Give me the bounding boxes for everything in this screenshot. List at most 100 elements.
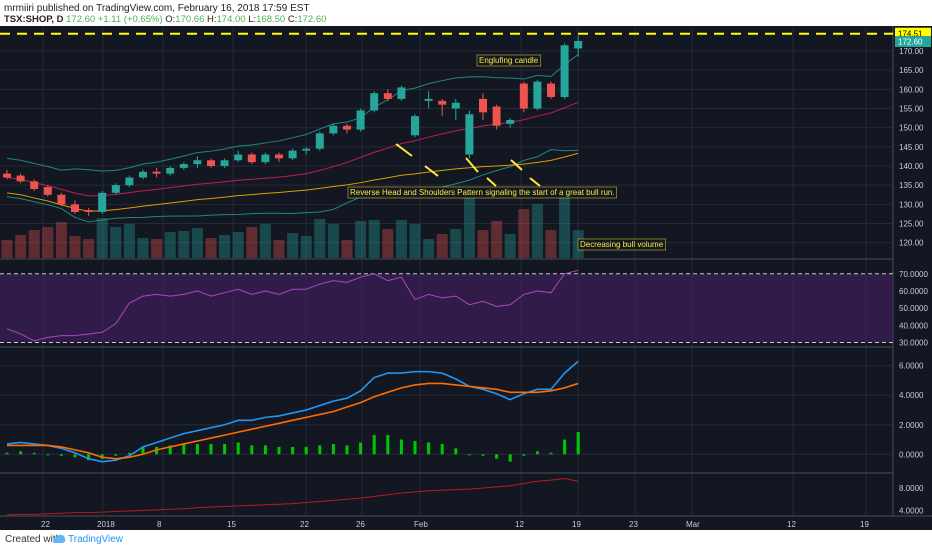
volume-bar bbox=[15, 235, 27, 258]
price-tick-label: 125.00 bbox=[899, 220, 924, 229]
macd-histogram-bar bbox=[563, 439, 567, 455]
macd-histogram-bar bbox=[304, 446, 308, 455]
rsi-tick-label: 60.0000 bbox=[899, 287, 928, 296]
bollinger-lower-line bbox=[6, 148, 579, 223]
candle-body bbox=[411, 116, 419, 136]
time-tick-label: 19 bbox=[572, 520, 581, 529]
macd-histogram-bar bbox=[32, 452, 36, 455]
macd-histogram-bar bbox=[263, 445, 267, 455]
macd-histogram-bar bbox=[87, 454, 91, 461]
macd-histogram-bar bbox=[372, 435, 376, 455]
volume-bar bbox=[123, 224, 135, 258]
price-change: +1.11 (+0.65%) bbox=[97, 14, 163, 25]
candle-body bbox=[424, 98, 433, 101]
candle-body bbox=[519, 83, 528, 109]
volume-bar bbox=[96, 218, 108, 258]
macd-histogram-bar bbox=[195, 443, 199, 455]
time-tick-label: 19 bbox=[860, 520, 869, 529]
macd-histogram-bar bbox=[168, 445, 172, 455]
volume-bar bbox=[28, 230, 40, 258]
price-tick-label: 170.00 bbox=[899, 47, 924, 56]
candle-body bbox=[506, 120, 515, 124]
candle-body bbox=[370, 93, 379, 111]
candle-body bbox=[84, 210, 93, 212]
price-tick-label: 145.00 bbox=[899, 143, 924, 152]
volume-bar bbox=[287, 233, 299, 258]
candle-body bbox=[383, 93, 392, 99]
candle-body bbox=[451, 102, 460, 109]
candle-body bbox=[111, 185, 120, 193]
volume-bar bbox=[273, 240, 285, 258]
macd-histogram-bar bbox=[481, 454, 485, 456]
candle-body bbox=[166, 167, 175, 174]
time-tick-label: 15 bbox=[227, 520, 236, 529]
high-label: H: bbox=[207, 14, 217, 25]
macd-histogram-bar bbox=[440, 443, 444, 455]
annotation-reverse-hs: Reverse Head and Shoulders Pattern signa… bbox=[350, 188, 615, 197]
created-with-label: Created with bbox=[5, 534, 62, 545]
candle-body bbox=[479, 98, 487, 113]
candle-body bbox=[533, 81, 542, 109]
macd-histogram-bar bbox=[495, 454, 499, 459]
volume-bar bbox=[42, 227, 54, 258]
macd-line bbox=[6, 360, 579, 463]
macd-histogram-bar bbox=[5, 452, 9, 455]
price-tick-label: 160.00 bbox=[899, 85, 924, 94]
candle-body bbox=[492, 106, 501, 126]
candle-body bbox=[329, 125, 338, 134]
candle-body bbox=[397, 87, 406, 99]
time-tick-label: Mar bbox=[686, 520, 700, 529]
macd-histogram-bar bbox=[277, 446, 281, 455]
bollinger-upper-line bbox=[6, 54, 579, 172]
resistance-level-tag bbox=[895, 27, 931, 39]
rsi-line bbox=[6, 269, 579, 342]
chart-canvas[interactable]: 120.00125.00130.00135.00140.00145.00150.… bbox=[0, 26, 932, 530]
rsi-tick-label: 40.0000 bbox=[899, 321, 928, 330]
candle-body bbox=[57, 194, 66, 205]
volume-bar bbox=[178, 231, 190, 258]
high-value: 174.00 bbox=[216, 14, 246, 25]
macd-signal-line bbox=[7, 382, 579, 460]
rsi-band-fill bbox=[0, 273, 893, 343]
volume-bar bbox=[504, 234, 516, 258]
price-tick-label: 120.00 bbox=[899, 239, 924, 248]
volume-bar bbox=[545, 230, 557, 258]
volume-bar bbox=[531, 204, 543, 258]
macd-histogram-bar bbox=[345, 445, 349, 455]
macd-histogram-bar bbox=[73, 454, 77, 458]
macd-histogram-bar bbox=[427, 442, 431, 455]
candle-body bbox=[574, 41, 583, 49]
volume-bar bbox=[327, 224, 339, 258]
candle-body bbox=[71, 204, 79, 212]
tradingview-logo-icon bbox=[53, 534, 66, 543]
symbol-ohlc-line: TSX:SHOP, D 172.60 +1.11 (+0.65%) O:170.… bbox=[4, 14, 326, 25]
volume-bar bbox=[137, 238, 149, 258]
volume-bar bbox=[83, 239, 95, 258]
open-value: 170.66 bbox=[175, 14, 205, 25]
volume-bar bbox=[246, 227, 258, 258]
volume-bar bbox=[423, 239, 435, 258]
candle-body bbox=[152, 171, 161, 174]
macd-histogram-bar bbox=[331, 443, 335, 455]
annotation-decreasing-volume: Decreasing bull volume bbox=[580, 240, 664, 249]
macd-histogram-bar bbox=[508, 454, 512, 462]
volume-bar bbox=[1, 240, 13, 258]
annotation-arrow bbox=[465, 157, 479, 173]
macd-histogram-bar bbox=[236, 442, 240, 455]
low-label: L: bbox=[248, 14, 257, 25]
volume-bar bbox=[300, 236, 312, 258]
candle-body bbox=[125, 177, 134, 186]
volume-bar bbox=[164, 232, 176, 258]
last-price-tag bbox=[895, 36, 931, 48]
volume-bar bbox=[110, 227, 122, 258]
volume-bar bbox=[314, 219, 326, 258]
tradingview-brand-link[interactable]: TradingView bbox=[68, 534, 124, 545]
candle-body bbox=[179, 164, 188, 168]
macd-histogram-bar bbox=[59, 454, 63, 456]
rsi-tick-label: 70.0000 bbox=[899, 270, 928, 279]
candle-body bbox=[193, 160, 202, 165]
annotation-arrow bbox=[424, 165, 439, 177]
candle-body bbox=[30, 181, 39, 189]
candle-body bbox=[261, 154, 270, 163]
publisher-line: mrmiiri published on TradingView.com, Fe… bbox=[4, 3, 310, 14]
